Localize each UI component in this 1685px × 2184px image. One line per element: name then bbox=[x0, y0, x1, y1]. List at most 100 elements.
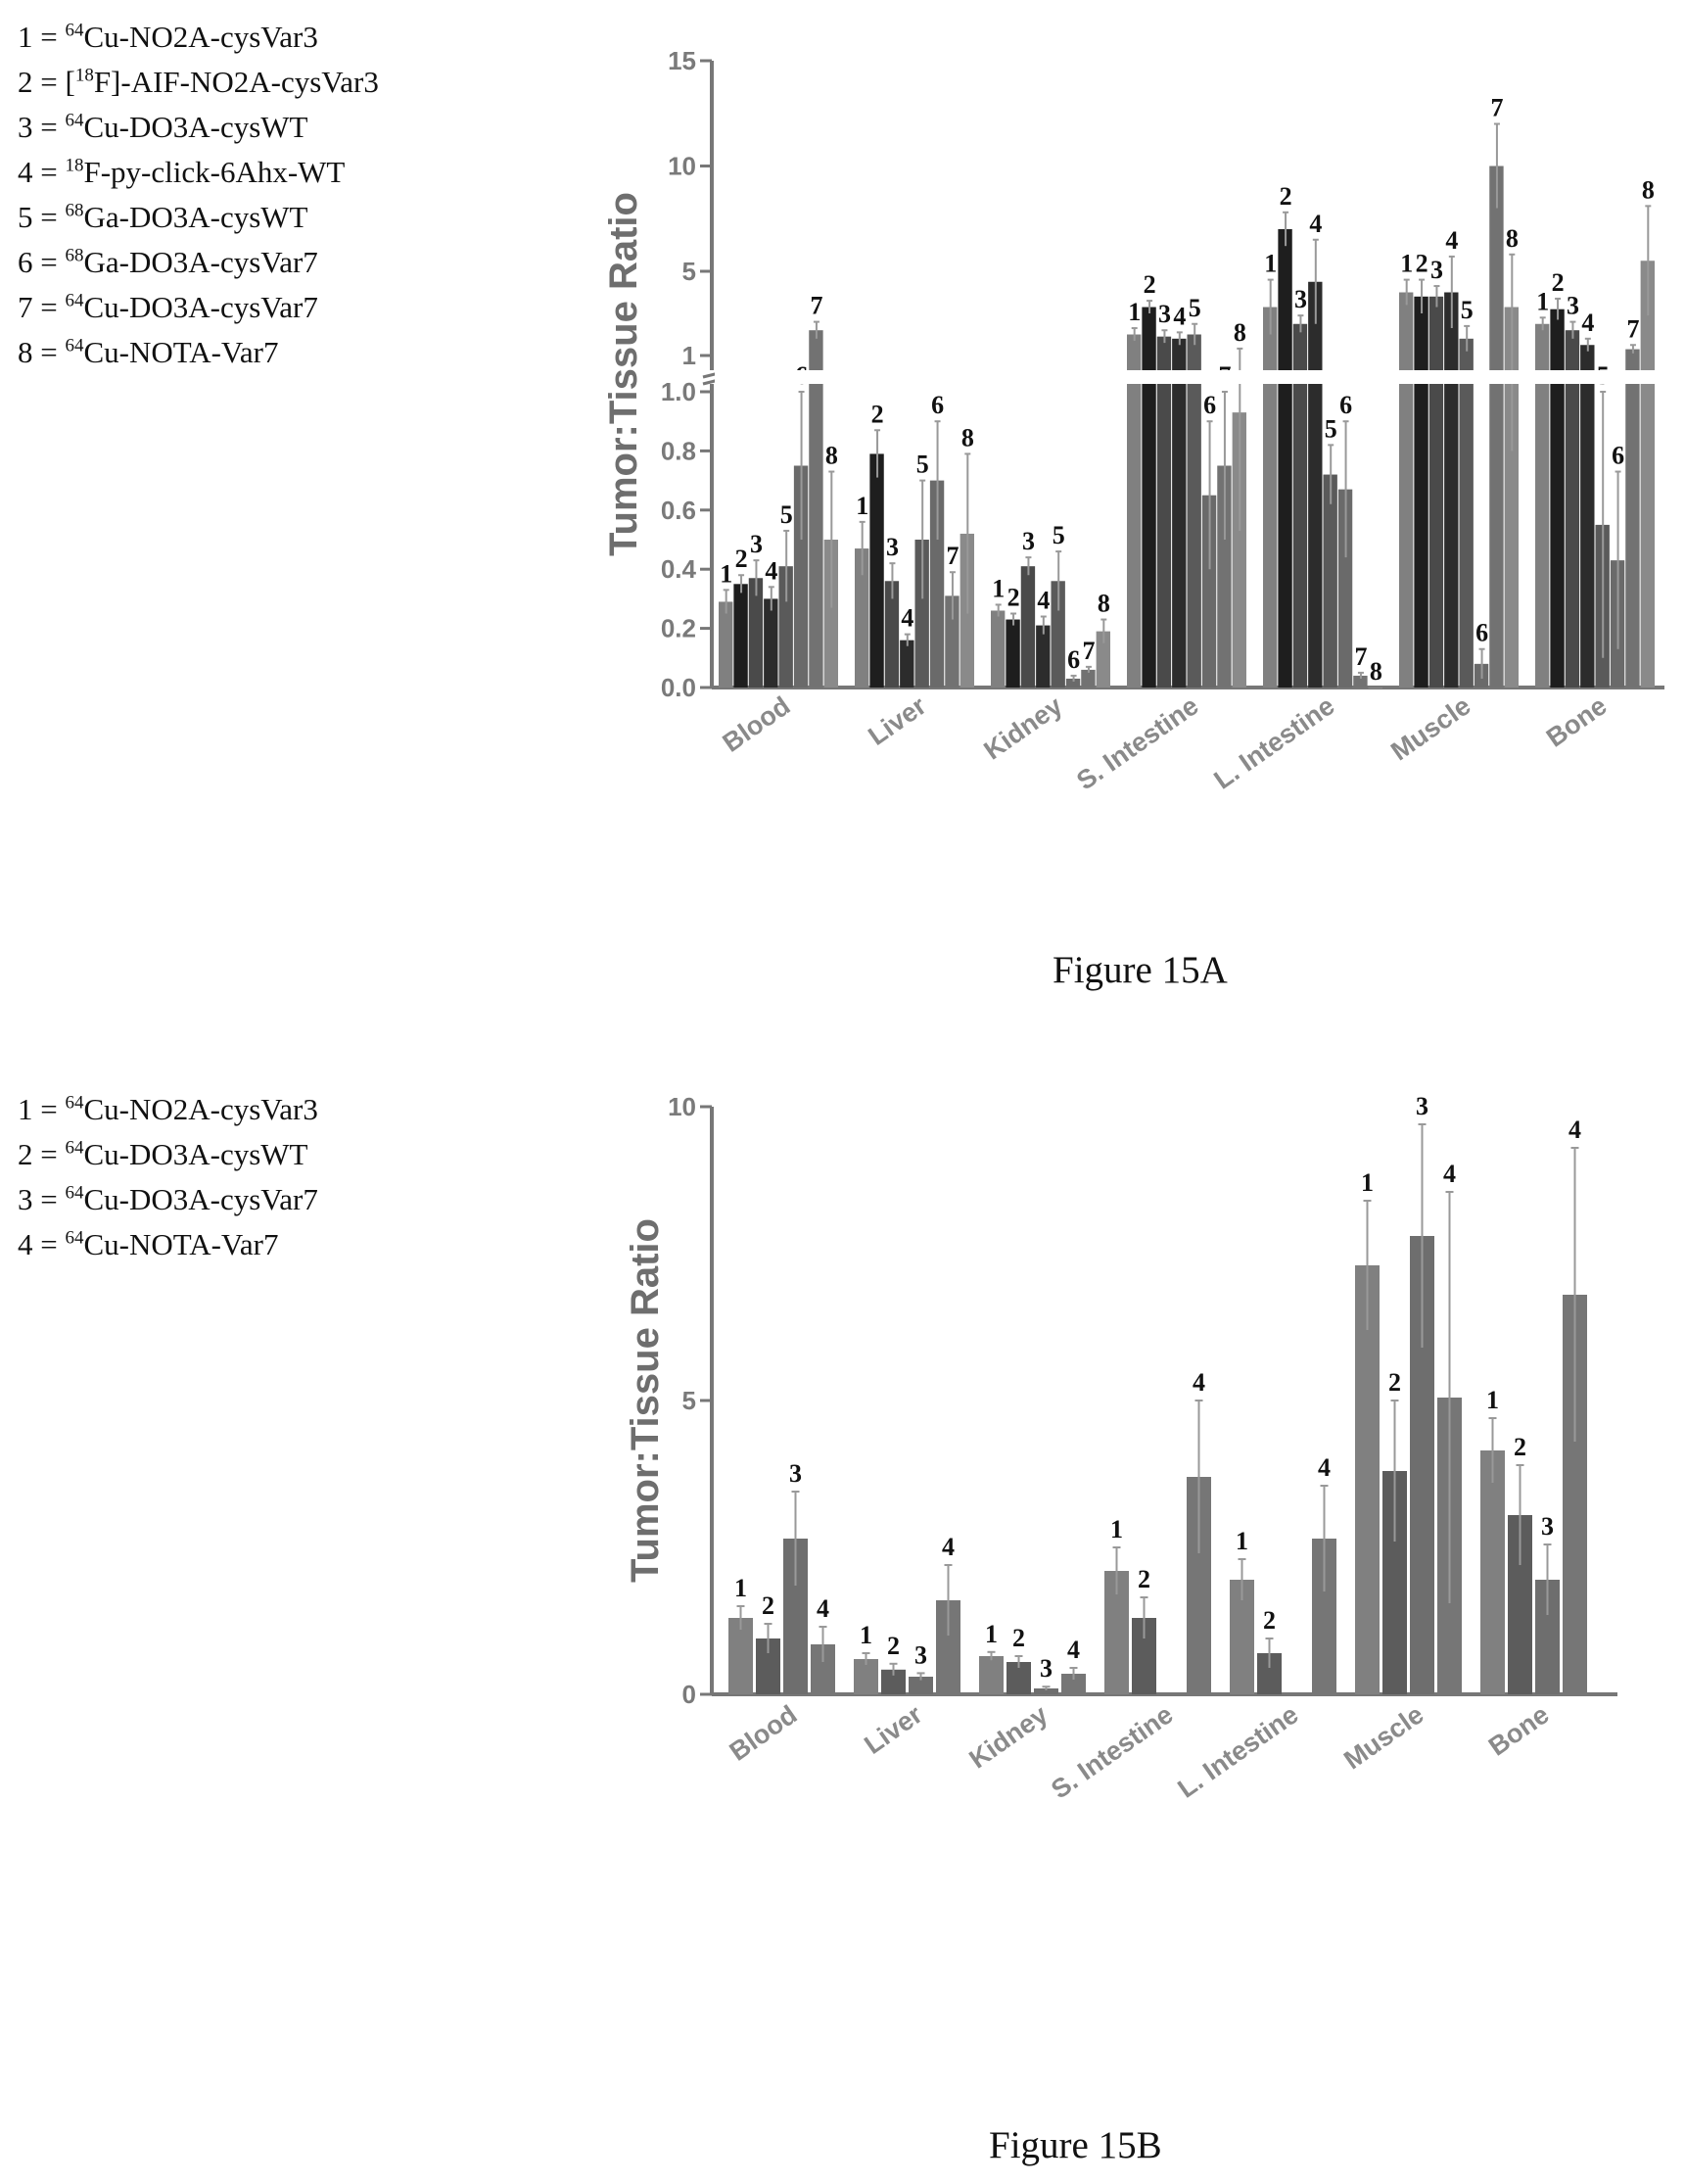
legend-entry: 3 = 64Cu-DO3A-cysVar7 bbox=[18, 1182, 318, 1216]
bar-label: 4 bbox=[1443, 1160, 1456, 1188]
x-tick-label: S. Intestine bbox=[1071, 690, 1203, 795]
x-tick-label: Kidney bbox=[963, 1699, 1053, 1774]
y-axis-title: Tumor:Tissue Ratio bbox=[602, 192, 645, 556]
bar-label: 5 bbox=[780, 500, 793, 529]
bar-group-l-intestine: 1 2 4 bbox=[1230, 1453, 1336, 1694]
x-tick-label: L. Intestine bbox=[1172, 1699, 1303, 1803]
bar bbox=[1201, 495, 1217, 688]
legend-entry: 5 = 68Ga-DO3A-cysWT bbox=[18, 200, 308, 234]
bar-label: 4 bbox=[817, 1594, 829, 1623]
bar bbox=[1480, 1450, 1505, 1694]
bar-label: 7 bbox=[1626, 314, 1639, 343]
bar-group-blood: 12 3 4 bbox=[728, 1459, 835, 1694]
bar-label: 1 bbox=[1536, 287, 1549, 315]
bar bbox=[945, 595, 960, 688]
bar bbox=[1428, 296, 1444, 688]
bar-label: 1 bbox=[1110, 1515, 1123, 1543]
bar-label: 8 bbox=[1506, 224, 1519, 253]
bar bbox=[884, 581, 900, 688]
x-tick-label: Bone bbox=[1541, 690, 1613, 752]
y-tick-label: 1.0 bbox=[661, 377, 696, 406]
bar-label: 5 bbox=[916, 451, 929, 479]
bar-label: 4 bbox=[1173, 302, 1186, 330]
bar bbox=[1504, 307, 1519, 688]
bar bbox=[1263, 307, 1278, 688]
y-tick-label: 5 bbox=[682, 1386, 696, 1415]
bar-group-liver: 1 2 3 4 bbox=[854, 1533, 960, 1694]
bar-label: 2 bbox=[1280, 182, 1292, 211]
bar-label: 5 bbox=[1325, 414, 1337, 443]
bar bbox=[914, 540, 929, 688]
x-tick-label: Liver bbox=[863, 690, 931, 751]
bar bbox=[929, 480, 945, 688]
x-tick-label: L. Intestine bbox=[1208, 690, 1339, 794]
bar bbox=[1292, 323, 1308, 688]
bar bbox=[1065, 678, 1081, 688]
bar-label: 3 bbox=[1541, 1512, 1554, 1541]
legend-entry: 2 = 64Cu-DO3A-cysWT bbox=[18, 1137, 308, 1171]
bar bbox=[1036, 625, 1051, 688]
bar-label: 6 bbox=[1612, 442, 1624, 470]
bar-label: 3 bbox=[886, 533, 899, 561]
bar-label: 3 bbox=[1294, 285, 1307, 313]
bar-label: 3 bbox=[1416, 1092, 1428, 1120]
bar-label: 6 bbox=[1475, 619, 1488, 647]
bar-label: 1 bbox=[1361, 1168, 1374, 1197]
y-tick-label: 0 bbox=[682, 1680, 696, 1709]
bar bbox=[1550, 309, 1565, 688]
x-tick-label: Liver bbox=[859, 1699, 927, 1760]
bar bbox=[728, 1618, 753, 1694]
bar bbox=[1006, 619, 1020, 688]
bar bbox=[1414, 296, 1428, 688]
bar bbox=[1172, 338, 1187, 688]
bar bbox=[719, 601, 733, 688]
bar bbox=[1308, 281, 1323, 688]
bar bbox=[1061, 1674, 1086, 1694]
bar-label: 4 bbox=[1067, 1636, 1080, 1664]
bar bbox=[1034, 1688, 1058, 1694]
legend-entry: 8 = 64Cu-NOTA-Var7 bbox=[18, 335, 279, 369]
bar bbox=[1565, 330, 1580, 688]
bar-label: 2 bbox=[735, 545, 748, 573]
legend-entry: 6 = 68Ga-DO3A-cysVar7 bbox=[18, 245, 318, 279]
bar-label: 2 bbox=[1514, 1433, 1526, 1461]
bar-label: 2 bbox=[871, 400, 884, 428]
bar-label: 5 bbox=[1461, 296, 1474, 324]
bar-group-liver: 1 2 3 4 5 6 7 8 bbox=[855, 391, 974, 688]
bar bbox=[909, 1677, 933, 1694]
bar-label: 1 bbox=[720, 559, 732, 588]
bar bbox=[1580, 345, 1595, 688]
bar bbox=[1625, 349, 1640, 688]
x-tick-label: Kidney bbox=[978, 690, 1067, 765]
bar-group-kidney: 1 234 bbox=[979, 1620, 1086, 1694]
bar-label: 1 bbox=[1400, 250, 1413, 278]
bar bbox=[1127, 334, 1142, 688]
bar bbox=[1355, 1265, 1380, 1694]
bar-label: 2 bbox=[1138, 1565, 1150, 1593]
bar-label: 8 bbox=[825, 442, 838, 470]
bar bbox=[733, 584, 748, 688]
bar-label: 4 bbox=[1568, 1116, 1581, 1144]
bar-label: 7 bbox=[946, 542, 959, 570]
bar-label: 2 bbox=[887, 1632, 900, 1660]
bar bbox=[1232, 412, 1246, 688]
x-tick-label: Bone bbox=[1483, 1699, 1555, 1761]
x-tick-label: Muscle bbox=[1385, 690, 1475, 766]
x-tick-label: Blood bbox=[725, 1699, 803, 1766]
y-tick-label: 0.8 bbox=[661, 436, 696, 465]
bar-label: 2 bbox=[1144, 270, 1156, 299]
legend-entry: 4 = 18F-py-click-6Ahx-WT bbox=[18, 155, 346, 189]
bar bbox=[1020, 566, 1036, 688]
y-axis-title: Tumor:Tissue Ratio bbox=[624, 1218, 667, 1583]
bar-label: 8 bbox=[1234, 318, 1246, 347]
legend-entry: 7 = 64Cu-DO3A-cysVar7 bbox=[18, 290, 318, 324]
bar bbox=[1051, 581, 1065, 688]
bar-label: 6 bbox=[1067, 645, 1080, 674]
bar-label: 7 bbox=[1354, 642, 1367, 671]
